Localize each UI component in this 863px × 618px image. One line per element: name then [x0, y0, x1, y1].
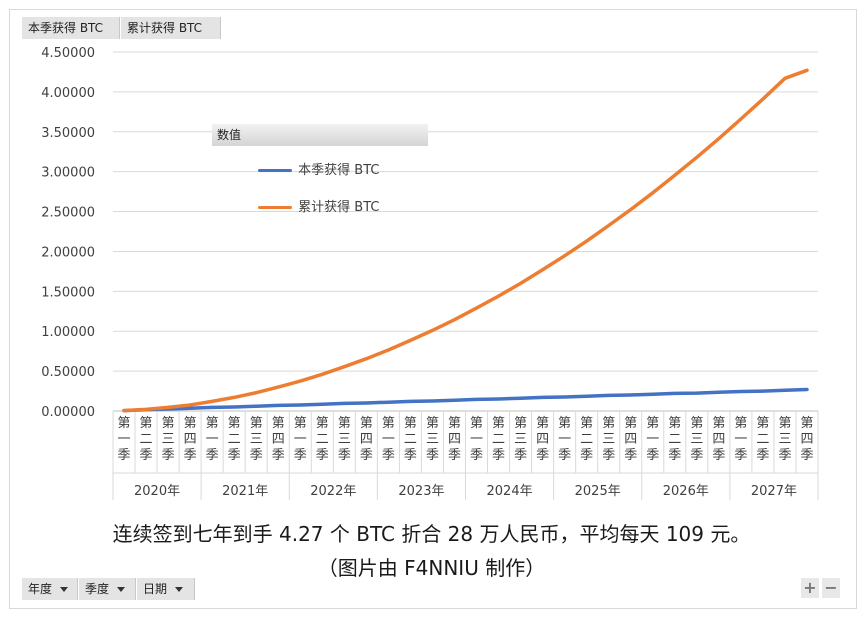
legend-item-quarterly: 本季获得 BTC	[258, 159, 379, 178]
quarter-tick-label: 第二季	[756, 416, 769, 463]
quarter-tick-label: 第三季	[602, 416, 615, 463]
year-tick-label: 2021年	[222, 484, 268, 499]
legend-label: 本季获得 BTC	[298, 163, 380, 178]
quarter-tick-label: 第三季	[338, 416, 351, 463]
field-button-cumulative-btc[interactable]: 累计获得 BTC	[121, 17, 221, 39]
y-tick-label: 2.00000	[41, 245, 95, 260]
y-tick-label: 3.50000	[41, 126, 95, 141]
year-tick-label: 2020年	[134, 484, 180, 499]
chevron-down-icon	[60, 587, 69, 592]
quarter-tick-label: 第四季	[536, 416, 549, 463]
y-tick-label: 2.50000	[41, 206, 95, 221]
quarter-tick-label: 第二季	[316, 416, 329, 463]
caption-line-2: （图片由 F4NNIU 制作）	[317, 556, 546, 580]
quarter-tick-label: 第四季	[800, 416, 813, 463]
collapse-field-button[interactable]: −	[822, 578, 840, 598]
y-tick-label: 0.50000	[41, 365, 95, 380]
quarter-tick-label: 第四季	[360, 416, 373, 463]
y-tick-label: 0.00000	[41, 405, 95, 420]
y-tick-label: 1.00000	[41, 325, 95, 340]
expand-field-button[interactable]: +	[801, 578, 819, 598]
quarter-tick-label: 第三季	[514, 416, 527, 463]
quarter-tick-label: 第二季	[404, 416, 417, 463]
field-label: 累计获得 BTC	[127, 21, 203, 35]
date-filter-button[interactable]: 日期	[137, 578, 195, 600]
year-tick-label: 2022年	[310, 484, 356, 499]
chevron-down-icon	[117, 587, 126, 592]
quarter-tick-label: 第三季	[426, 416, 439, 463]
year-filter-button[interactable]: 年度	[22, 578, 78, 600]
year-tick-label: 2027年	[751, 484, 797, 499]
quarter-tick-label: 第二季	[492, 416, 505, 463]
y-tick-label: 1.50000	[41, 285, 95, 300]
year-tick-label: 2026年	[663, 484, 709, 499]
quarter-tick-label: 第三季	[162, 416, 175, 463]
field-label: 季度	[85, 582, 110, 596]
quarter-tick-label: 第一季	[558, 416, 571, 463]
minus-icon: −	[824, 578, 838, 597]
quarter-tick-label: 第一季	[382, 416, 395, 463]
quarter-tick-label: 第一季	[646, 416, 659, 463]
series-line-cumulative-btc	[122, 68, 809, 413]
series-line-quarterly-btc	[122, 387, 809, 413]
legend-title[interactable]: 数值	[212, 124, 428, 146]
gridlines	[113, 51, 818, 412]
quarter-tick-label: 第一季	[470, 416, 483, 463]
series-lines	[122, 68, 809, 413]
legend-item-cumulative: 累计获得 BTC	[258, 196, 379, 215]
quarter-tick-label: 第四季	[184, 416, 197, 463]
quarter-tick-label: 第二季	[140, 416, 153, 463]
x-axis: 第一季第二季第三季第四季第一季第二季第三季第四季第一季第二季第三季第四季第一季第…	[112, 410, 819, 500]
quarter-tick-label: 第四季	[448, 416, 461, 463]
quarter-tick-label: 第四季	[712, 416, 725, 463]
chart-frame	[9, 9, 857, 609]
legend-swatch-orange	[258, 206, 292, 209]
year-tick-label: 2025年	[575, 484, 621, 499]
y-tick-label: 3.00000	[41, 166, 95, 181]
quarter-tick-label: 第二季	[580, 416, 593, 463]
field-label: 年度	[28, 582, 53, 596]
year-tick-label: 2023年	[398, 484, 444, 499]
legend-swatch-blue	[258, 169, 292, 172]
plus-icon: +	[803, 578, 817, 597]
legend-label: 累计获得 BTC	[298, 200, 380, 215]
quarter-tick-label: 第二季	[668, 416, 681, 463]
y-axis: 0.00000 0.50000 1.00000 1.50000 2.00000 2.500…	[41, 46, 95, 420]
field-label: 日期	[143, 582, 168, 596]
quarter-tick-label: 第二季	[228, 416, 241, 463]
quarter-filter-button[interactable]: 季度	[79, 578, 136, 600]
y-tick-label: 4.50000	[41, 46, 95, 61]
quarter-tick-label: 第一季	[294, 416, 307, 463]
quarter-tick-label: 第三季	[250, 416, 263, 463]
quarter-tick-label: 第三季	[690, 416, 703, 463]
field-label: 本季获得 BTC	[28, 21, 104, 35]
quarter-tick-label: 第一季	[206, 416, 219, 463]
quarter-tick-label: 第四季	[272, 416, 285, 463]
y-tick-label: 4.00000	[41, 86, 95, 101]
quarter-tick-label: 第四季	[624, 416, 637, 463]
quarter-tick-label: 第三季	[778, 416, 791, 463]
field-button-quarterly-btc[interactable]: 本季获得 BTC	[22, 17, 120, 39]
caption-line-1: 连续签到七年到手 4.27 个 BTC 折合 28 万人民币，平均每天 109 …	[112, 522, 751, 546]
quarter-tick-label: 第一季	[734, 416, 747, 463]
chevron-down-icon	[175, 587, 184, 592]
year-tick-label: 2024年	[487, 484, 533, 499]
quarter-tick-label: 第一季	[118, 416, 131, 463]
